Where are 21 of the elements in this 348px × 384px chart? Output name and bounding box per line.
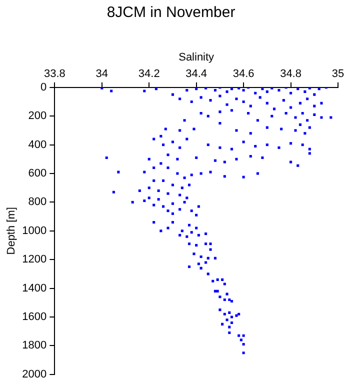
chart-title: 8JCM in November	[106, 4, 236, 22]
y-tick-label: 800	[28, 196, 47, 208]
y-tick-label: 600	[28, 168, 47, 180]
x-tick-label: 34	[96, 68, 108, 80]
y-tick-label: 1200	[22, 254, 47, 266]
y-axis-title: Depth [m]	[6, 207, 18, 255]
x-tick-label: 34.2	[138, 68, 160, 80]
x-tick-label: 33.8	[44, 68, 66, 80]
y-tick-label: 1400	[22, 282, 47, 294]
y-tick-label: 1600	[22, 311, 47, 324]
x-tick-label: 34.6	[232, 68, 254, 80]
x-axis-title: Salinity	[178, 52, 215, 64]
y-tick-label: 400	[28, 138, 47, 151]
y-tick-label: 1000	[22, 224, 47, 237]
x-tick-label: 34.8	[280, 68, 302, 80]
x-tick-label: 34.4	[186, 68, 208, 80]
y-tick-label: 0	[40, 81, 47, 94]
y-tick-label: 2000	[22, 368, 47, 380]
y-tick-label: 1800	[22, 340, 47, 352]
y-tick-label: 200	[28, 110, 47, 122]
x-tick-label: 35	[332, 68, 344, 80]
